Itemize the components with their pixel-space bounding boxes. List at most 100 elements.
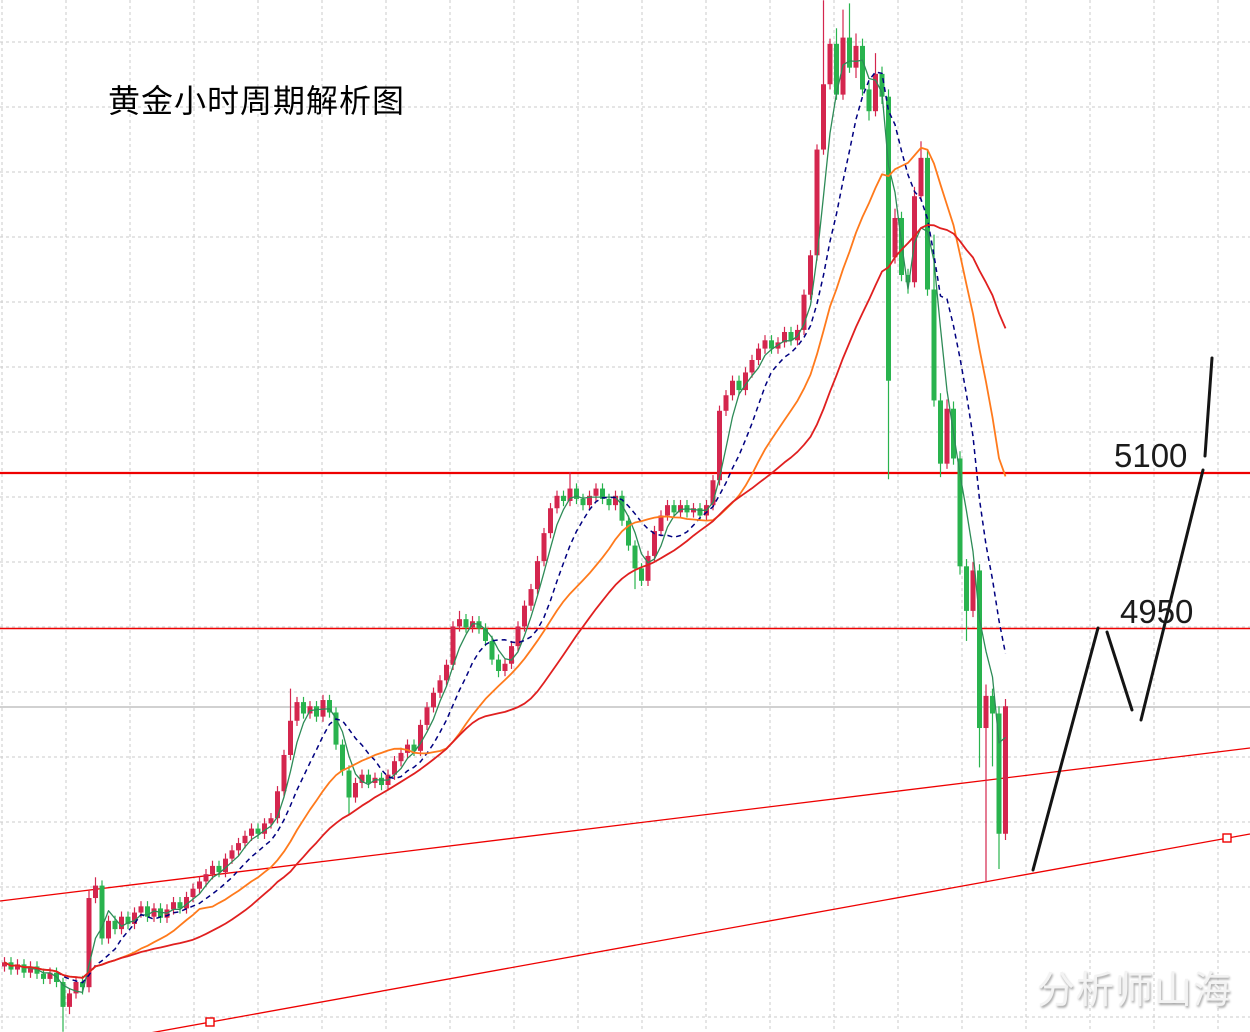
candle-up xyxy=(554,495,560,509)
projection-segment[interactable] xyxy=(1105,630,1134,712)
candle-down xyxy=(340,744,345,771)
candle-up xyxy=(398,752,404,762)
candle-up xyxy=(93,885,98,899)
candle-down xyxy=(255,828,261,834)
candle-down xyxy=(177,902,183,909)
candle-down xyxy=(931,289,937,401)
candle-up xyxy=(28,966,33,973)
candle-down xyxy=(834,43,839,95)
candle-up xyxy=(203,874,209,882)
candle-up xyxy=(190,888,196,897)
candle-up xyxy=(132,912,137,924)
candle-up xyxy=(281,754,287,792)
candle-up xyxy=(502,663,508,672)
candle-up xyxy=(567,488,573,501)
projection-segment[interactable] xyxy=(1139,468,1205,722)
candle-down xyxy=(600,488,605,499)
candle-up xyxy=(184,896,189,909)
candle-down xyxy=(964,566,969,611)
candle-up xyxy=(782,332,787,343)
candle-up xyxy=(444,664,449,681)
channel-handle[interactable] xyxy=(205,1017,215,1027)
candle-up xyxy=(262,823,267,834)
candle-up xyxy=(457,619,462,627)
candle-up xyxy=(288,720,293,755)
candle-down xyxy=(496,659,501,672)
candle-up xyxy=(541,533,547,562)
candle-down xyxy=(938,400,943,464)
candle-up xyxy=(743,372,748,391)
channel-line-upper[interactable] xyxy=(0,747,1250,902)
price-level-label-4950: 4950 xyxy=(1120,592,1194,630)
candle-up xyxy=(106,920,111,939)
candle-down xyxy=(788,332,794,341)
candle-up xyxy=(242,835,248,844)
candle-up xyxy=(873,73,878,112)
candle-up xyxy=(983,695,989,729)
candle-up xyxy=(392,761,397,775)
candle-up xyxy=(2,962,7,967)
candle-down xyxy=(158,908,163,918)
candle-down xyxy=(905,274,911,283)
candle-down xyxy=(34,966,40,974)
candle-down xyxy=(860,45,865,90)
candle-up xyxy=(522,605,527,627)
candle-down xyxy=(606,498,612,506)
candle-down xyxy=(639,568,644,581)
candle-up xyxy=(613,495,618,506)
candle-up xyxy=(593,488,599,496)
ma-slow-line xyxy=(4,146,1007,979)
candle-down xyxy=(216,865,222,873)
candle-down xyxy=(80,982,85,988)
candle-up xyxy=(437,680,443,693)
candle-up xyxy=(15,964,20,970)
chart-title: 黄金小时周期解析图 xyxy=(108,83,406,119)
candle-up xyxy=(424,707,430,725)
candle-up xyxy=(717,410,722,481)
projection-segment[interactable] xyxy=(1031,626,1100,872)
candle-down xyxy=(333,712,339,745)
candle-down xyxy=(21,964,27,973)
candle-up xyxy=(359,774,365,783)
candle-up xyxy=(431,692,436,708)
candle-down xyxy=(977,570,982,729)
candle-up xyxy=(73,982,79,994)
candle-up xyxy=(405,744,410,753)
candle-down xyxy=(379,777,384,786)
candle-up xyxy=(762,340,768,349)
candle-up xyxy=(970,570,976,611)
ma-slowest-line xyxy=(4,224,1007,979)
candle-down xyxy=(619,495,625,521)
candle-up xyxy=(223,858,228,873)
candle-down xyxy=(60,982,66,1007)
candle-down xyxy=(483,628,488,641)
candle-up xyxy=(249,828,254,836)
candle-up xyxy=(645,555,651,581)
candle-up xyxy=(756,348,761,361)
candle-up xyxy=(294,702,300,721)
candle-down xyxy=(925,157,930,290)
candle-up xyxy=(749,360,755,373)
candle-down xyxy=(112,920,118,930)
channel-line-lower[interactable] xyxy=(150,833,1250,1032)
candle-down xyxy=(990,695,995,714)
candle-down xyxy=(671,505,677,513)
projection-segment[interactable] xyxy=(1203,356,1214,458)
candle-up xyxy=(801,294,807,330)
channel-handle[interactable] xyxy=(1222,833,1232,843)
candle-down xyxy=(957,458,963,567)
candle-down xyxy=(125,916,131,924)
candle-down xyxy=(463,619,469,628)
candle-up xyxy=(944,408,950,464)
candle-up xyxy=(229,850,235,859)
price-level-label-5100: 5100 xyxy=(1114,437,1188,474)
candle-down xyxy=(145,906,150,917)
candle-down xyxy=(580,498,586,506)
candle-up xyxy=(119,916,124,930)
candle-down xyxy=(574,488,579,499)
candle-up xyxy=(912,196,917,283)
candle-up xyxy=(678,505,683,513)
candle-down xyxy=(346,770,352,798)
